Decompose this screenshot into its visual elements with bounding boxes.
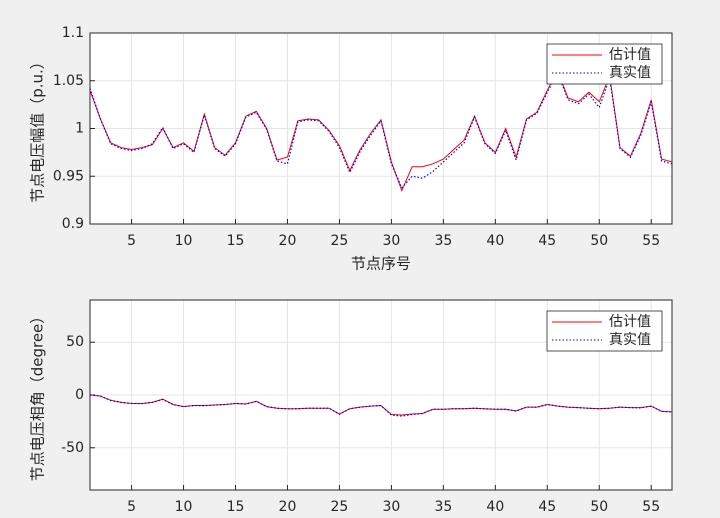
x-tick-label: 20 bbox=[279, 233, 297, 249]
x-tick-label: 5 bbox=[127, 499, 136, 515]
x-tick-label: 35 bbox=[434, 499, 452, 515]
x-tick-label: 35 bbox=[434, 233, 452, 249]
legend-label: 真实值 bbox=[609, 332, 651, 348]
x-tick-label: 30 bbox=[382, 499, 400, 515]
x-tick-label: 40 bbox=[486, 233, 504, 249]
y-tick-label: 50 bbox=[66, 334, 84, 350]
legend-label: 估计值 bbox=[609, 314, 651, 330]
x-tick-label: 25 bbox=[331, 233, 349, 249]
x-tick-label: 25 bbox=[331, 499, 349, 515]
y-axis-label: 节点电压相角（degree） bbox=[29, 309, 47, 482]
x-tick-label: 55 bbox=[642, 499, 660, 515]
x-tick-label: 50 bbox=[590, 499, 608, 515]
axes-box bbox=[89, 32, 673, 225]
x-tick-label: 45 bbox=[538, 499, 556, 515]
x-tick-label: 30 bbox=[382, 233, 400, 249]
y-axis-label: 节点电压幅值（p.u.） bbox=[29, 54, 47, 203]
x-axis-label: 节点序号 bbox=[351, 255, 411, 273]
x-tick-label: 55 bbox=[642, 233, 660, 249]
y-tick-label: 0.9 bbox=[62, 216, 84, 232]
x-tick-label: 5 bbox=[127, 233, 136, 249]
y-tick-label: 1 bbox=[75, 121, 84, 137]
x-tick-label: 10 bbox=[175, 233, 193, 249]
y-tick-label: 0 bbox=[75, 387, 84, 403]
y-tick-label: 1.05 bbox=[53, 73, 84, 89]
legend-label: 真实值 bbox=[609, 65, 651, 81]
x-tick-label: 20 bbox=[279, 499, 297, 515]
x-tick-label: 10 bbox=[175, 499, 193, 515]
legend-box bbox=[546, 43, 663, 85]
x-tick-label: 50 bbox=[590, 233, 608, 249]
x-tick-label: 15 bbox=[227, 499, 245, 515]
series-line bbox=[90, 70, 672, 192]
y-tick-label: 0.95 bbox=[53, 168, 84, 184]
x-tick-label: 45 bbox=[538, 233, 556, 249]
x-tick-label: 40 bbox=[486, 499, 504, 515]
legend-label: 估计值 bbox=[609, 47, 651, 63]
x-tick-label: 15 bbox=[227, 233, 245, 249]
legend-box bbox=[546, 310, 663, 352]
series-line bbox=[90, 71, 672, 189]
series-line bbox=[90, 394, 672, 416]
y-tick-label: 1.1 bbox=[62, 25, 84, 41]
y-tick-label: -50 bbox=[61, 440, 84, 456]
